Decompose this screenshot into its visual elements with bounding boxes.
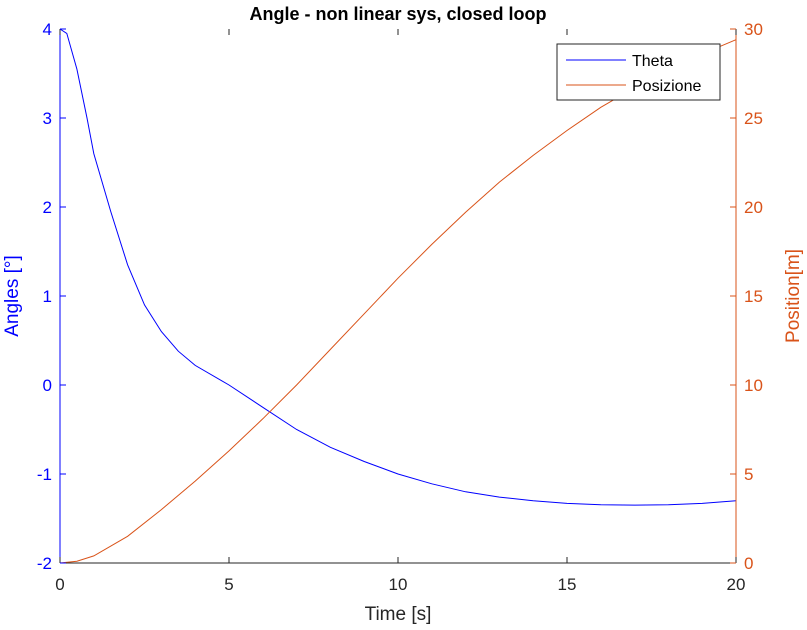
legend: Theta Posizione [556,43,721,101]
x-tick-label: 10 [389,575,408,594]
left-y-tick-label: -2 [37,554,52,573]
right-y-tick-label: 0 [744,554,753,573]
left-y-tick-label: 2 [43,198,52,217]
x-tick-label: 5 [224,575,233,594]
series-line-posizione [59,39,737,564]
legend-box [556,43,721,101]
left-y-tick-label: -1 [37,465,52,484]
left-y-tick-label: 1 [43,287,52,306]
x-axis-label: Time [s] [365,604,432,625]
right-y-tick-label: 10 [744,376,763,395]
left-y-axis-label: Angles [°] [2,255,23,337]
right-y-tick-label: 25 [744,109,763,128]
left-y-tick-label: 0 [43,376,52,395]
legend-label-theta: Theta [632,53,673,70]
x-tick-label: 15 [558,575,577,594]
right-y-tick-label: 5 [744,465,753,484]
chart-title: Angle - non linear sys, closed loop [249,4,546,24]
left-y-tick-label: 3 [43,109,52,128]
left-y-tick-label: 4 [43,20,52,39]
right-y-tick-label: 30 [744,20,763,39]
right-y-axis-label: Position[m] [783,249,804,343]
right-y-tick-label: 20 [744,198,763,217]
legend-label-posizione: Posizione [632,78,701,95]
series-line-theta [59,28,737,506]
x-tick-label: 20 [727,575,746,594]
x-tick-label: 0 [55,575,64,594]
plot-lines [59,28,737,564]
ticks: 0 5 10 15 20 -2 -1 0 1 2 3 4 0 5 10 15 20 25 30 [37,20,763,594]
right-y-tick-label: 15 [744,287,763,306]
